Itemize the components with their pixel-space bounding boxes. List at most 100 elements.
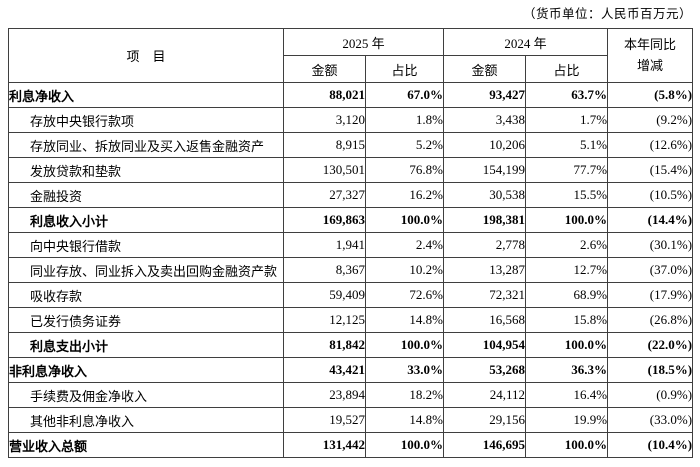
header-row-1: 项 目 2025 年 2024 年 本年同比 增减 — [8, 28, 694, 83]
amount-2025-cell: 59,409 — [283, 282, 366, 308]
table-row: 已发行债务证券 12,125 14.8% 16,568 15.8% (26.8%… — [8, 307, 694, 333]
item-cell: 利息净收入 — [8, 82, 284, 108]
amount-2025-cell: 8,367 — [283, 257, 366, 283]
ratio-2024-cell: 2.6% — [525, 232, 609, 258]
amount-2024-cell: 24,112 — [443, 382, 527, 408]
yoy-cell: (37.0%) — [607, 257, 694, 283]
yoy-cell: (12.6%) — [607, 132, 694, 158]
amount-2024-cell: 30,538 — [443, 182, 527, 208]
yoy-cell: (0.9%) — [607, 382, 694, 408]
amount-2025-cell: 169,863 — [283, 207, 366, 233]
table-row: 存放同业、拆放同业及买入返售金融资产 8,915 5.2% 10,206 5.1… — [8, 132, 694, 158]
amount-2025-cell: 88,021 — [283, 82, 366, 108]
ratio-2024-cell: 12.7% — [525, 257, 609, 283]
ratio-2025-cell: 33.0% — [364, 357, 445, 383]
ratio-2025-cell: 100.0% — [364, 432, 445, 458]
amount-2024-cell: 2,778 — [443, 232, 527, 258]
table-row: 其他非利息净收入 19,527 14.8% 29,156 19.9% (33.0… — [8, 407, 694, 433]
amount-2024-cell: 10,206 — [443, 132, 527, 158]
amount-2025-cell: 23,894 — [283, 382, 366, 408]
ratio-2024-cell: 16.4% — [525, 382, 609, 408]
table-row: 利息净收入 88,021 67.0% 93,427 63.7% (5.8%) — [8, 82, 694, 108]
yoy-cell: (22.0%) — [607, 332, 694, 358]
amount-2024-cell: 154,199 — [443, 157, 527, 183]
ratio-2025-cell: 18.2% — [364, 382, 445, 408]
ratio-2025-cell: 2.4% — [364, 232, 445, 258]
yoy-cell: (18.5%) — [607, 357, 694, 383]
item-cell: 利息收入小计 — [8, 207, 284, 233]
ratio-2025-cell: 100.0% — [364, 332, 445, 358]
table-row: 金融投资 27,327 16.2% 30,538 15.5% (10.5%) — [8, 182, 694, 208]
item-cell: 同业存放、同业拆入及卖出回购金融资产款 — [8, 257, 284, 283]
amount-2025-cell: 27,327 — [283, 182, 366, 208]
amount-2024-cell: 93,427 — [443, 82, 527, 108]
header-amount-2025: 金额 — [283, 55, 366, 83]
amount-2024-cell: 16,568 — [443, 307, 527, 333]
ratio-2025-cell: 16.2% — [364, 182, 445, 208]
amount-2024-cell: 13,287 — [443, 257, 527, 283]
item-cell: 已发行债务证券 — [8, 307, 284, 333]
amount-2024-cell: 146,695 — [443, 432, 527, 458]
amount-2024-cell: 72,321 — [443, 282, 527, 308]
amount-2025-cell: 19,527 — [283, 407, 366, 433]
amount-2025-cell: 1,941 — [283, 232, 366, 258]
ratio-2025-cell: 14.8% — [364, 407, 445, 433]
amount-2025-cell: 131,442 — [283, 432, 366, 458]
ratio-2025-cell: 76.8% — [364, 157, 445, 183]
amount-2025-cell: 8,915 — [283, 132, 366, 158]
amount-2025-cell: 81,842 — [283, 332, 366, 358]
amount-2025-cell: 43,421 — [283, 357, 366, 383]
header-ratio-2025: 占比 — [364, 55, 445, 83]
amount-2025-cell: 130,501 — [283, 157, 366, 183]
yoy-cell: (26.8%) — [607, 307, 694, 333]
amount-2024-cell: 198,381 — [443, 207, 527, 233]
ratio-2024-cell: 77.7% — [525, 157, 609, 183]
ratio-2024-cell: 100.0% — [525, 432, 609, 458]
ratio-2024-cell: 100.0% — [525, 332, 609, 358]
currency-unit-note: （货币单位：人民币百万元） — [522, 7, 692, 21]
ratio-2025-cell: 14.8% — [364, 307, 445, 333]
header-yoy-line2: 增减 — [637, 57, 664, 73]
header-ratio-2024: 占比 — [525, 55, 609, 83]
item-cell: 非利息净收入 — [8, 357, 284, 383]
item-cell: 金融投资 — [8, 182, 284, 208]
item-cell: 向中央银行借款 — [8, 232, 284, 258]
amount-2024-cell: 53,268 — [443, 357, 527, 383]
ratio-2025-cell: 67.0% — [364, 82, 445, 108]
header-year-2025: 2025 年 — [282, 28, 445, 56]
ratio-2024-cell: 36.3% — [525, 357, 609, 383]
header-year-2024: 2024 年 — [443, 28, 609, 56]
amount-2024-cell: 104,954 — [443, 332, 527, 358]
yoy-cell: (14.4%) — [607, 207, 694, 233]
header-item: 项 目 — [8, 28, 284, 83]
table-row: 非利息净收入 43,421 33.0% 53,268 36.3% (18.5%) — [8, 357, 694, 383]
amount-2025-cell: 12,125 — [283, 307, 366, 333]
item-cell: 吸收存款 — [8, 282, 284, 308]
ratio-2024-cell: 100.0% — [525, 207, 609, 233]
table-row: 手续费及佣金净收入 23,894 18.2% 24,112 16.4% (0.9… — [8, 382, 694, 408]
item-cell: 存放中央银行款项 — [8, 107, 284, 133]
amount-2024-cell: 29,156 — [443, 407, 527, 433]
yoy-cell: (5.8%) — [607, 82, 694, 108]
item-cell: 存放同业、拆放同业及买入返售金融资产 — [8, 132, 284, 158]
item-cell: 手续费及佣金净收入 — [8, 382, 284, 408]
yoy-cell: (17.9%) — [607, 282, 694, 308]
ratio-2025-cell: 10.2% — [364, 257, 445, 283]
ratio-2024-cell: 15.5% — [525, 182, 609, 208]
income-statement-table: 项 目 2025 年 2024 年 本年同比 增减 金额 占比 金额 占比 利息… — [8, 28, 694, 458]
ratio-2025-cell: 1.8% — [364, 107, 445, 133]
amount-2025-cell: 3,120 — [283, 107, 366, 133]
ratio-2024-cell: 68.9% — [525, 282, 609, 308]
table-row: 存放中央银行款项 3,120 1.8% 3,438 1.7% (9.2%) — [8, 107, 694, 133]
item-cell: 利息支出小计 — [8, 332, 284, 358]
header-row-2: 金额 占比 金额 占比 — [9, 55, 693, 83]
header-yoy-line1: 本年同比 — [624, 37, 677, 53]
ratio-2024-cell: 63.7% — [525, 82, 609, 108]
table-row: 发放贷款和垫款 130,501 76.8% 154,199 77.7% (15.… — [8, 157, 694, 183]
header-amount-2024: 金额 — [443, 55, 527, 83]
ratio-2025-cell: 72.6% — [364, 282, 445, 308]
item-cell: 发放贷款和垫款 — [8, 157, 284, 183]
table-row: 向中央银行借款 1,941 2.4% 2,778 2.6% (30.1%) — [8, 232, 694, 258]
yoy-cell: (10.5%) — [607, 182, 694, 208]
